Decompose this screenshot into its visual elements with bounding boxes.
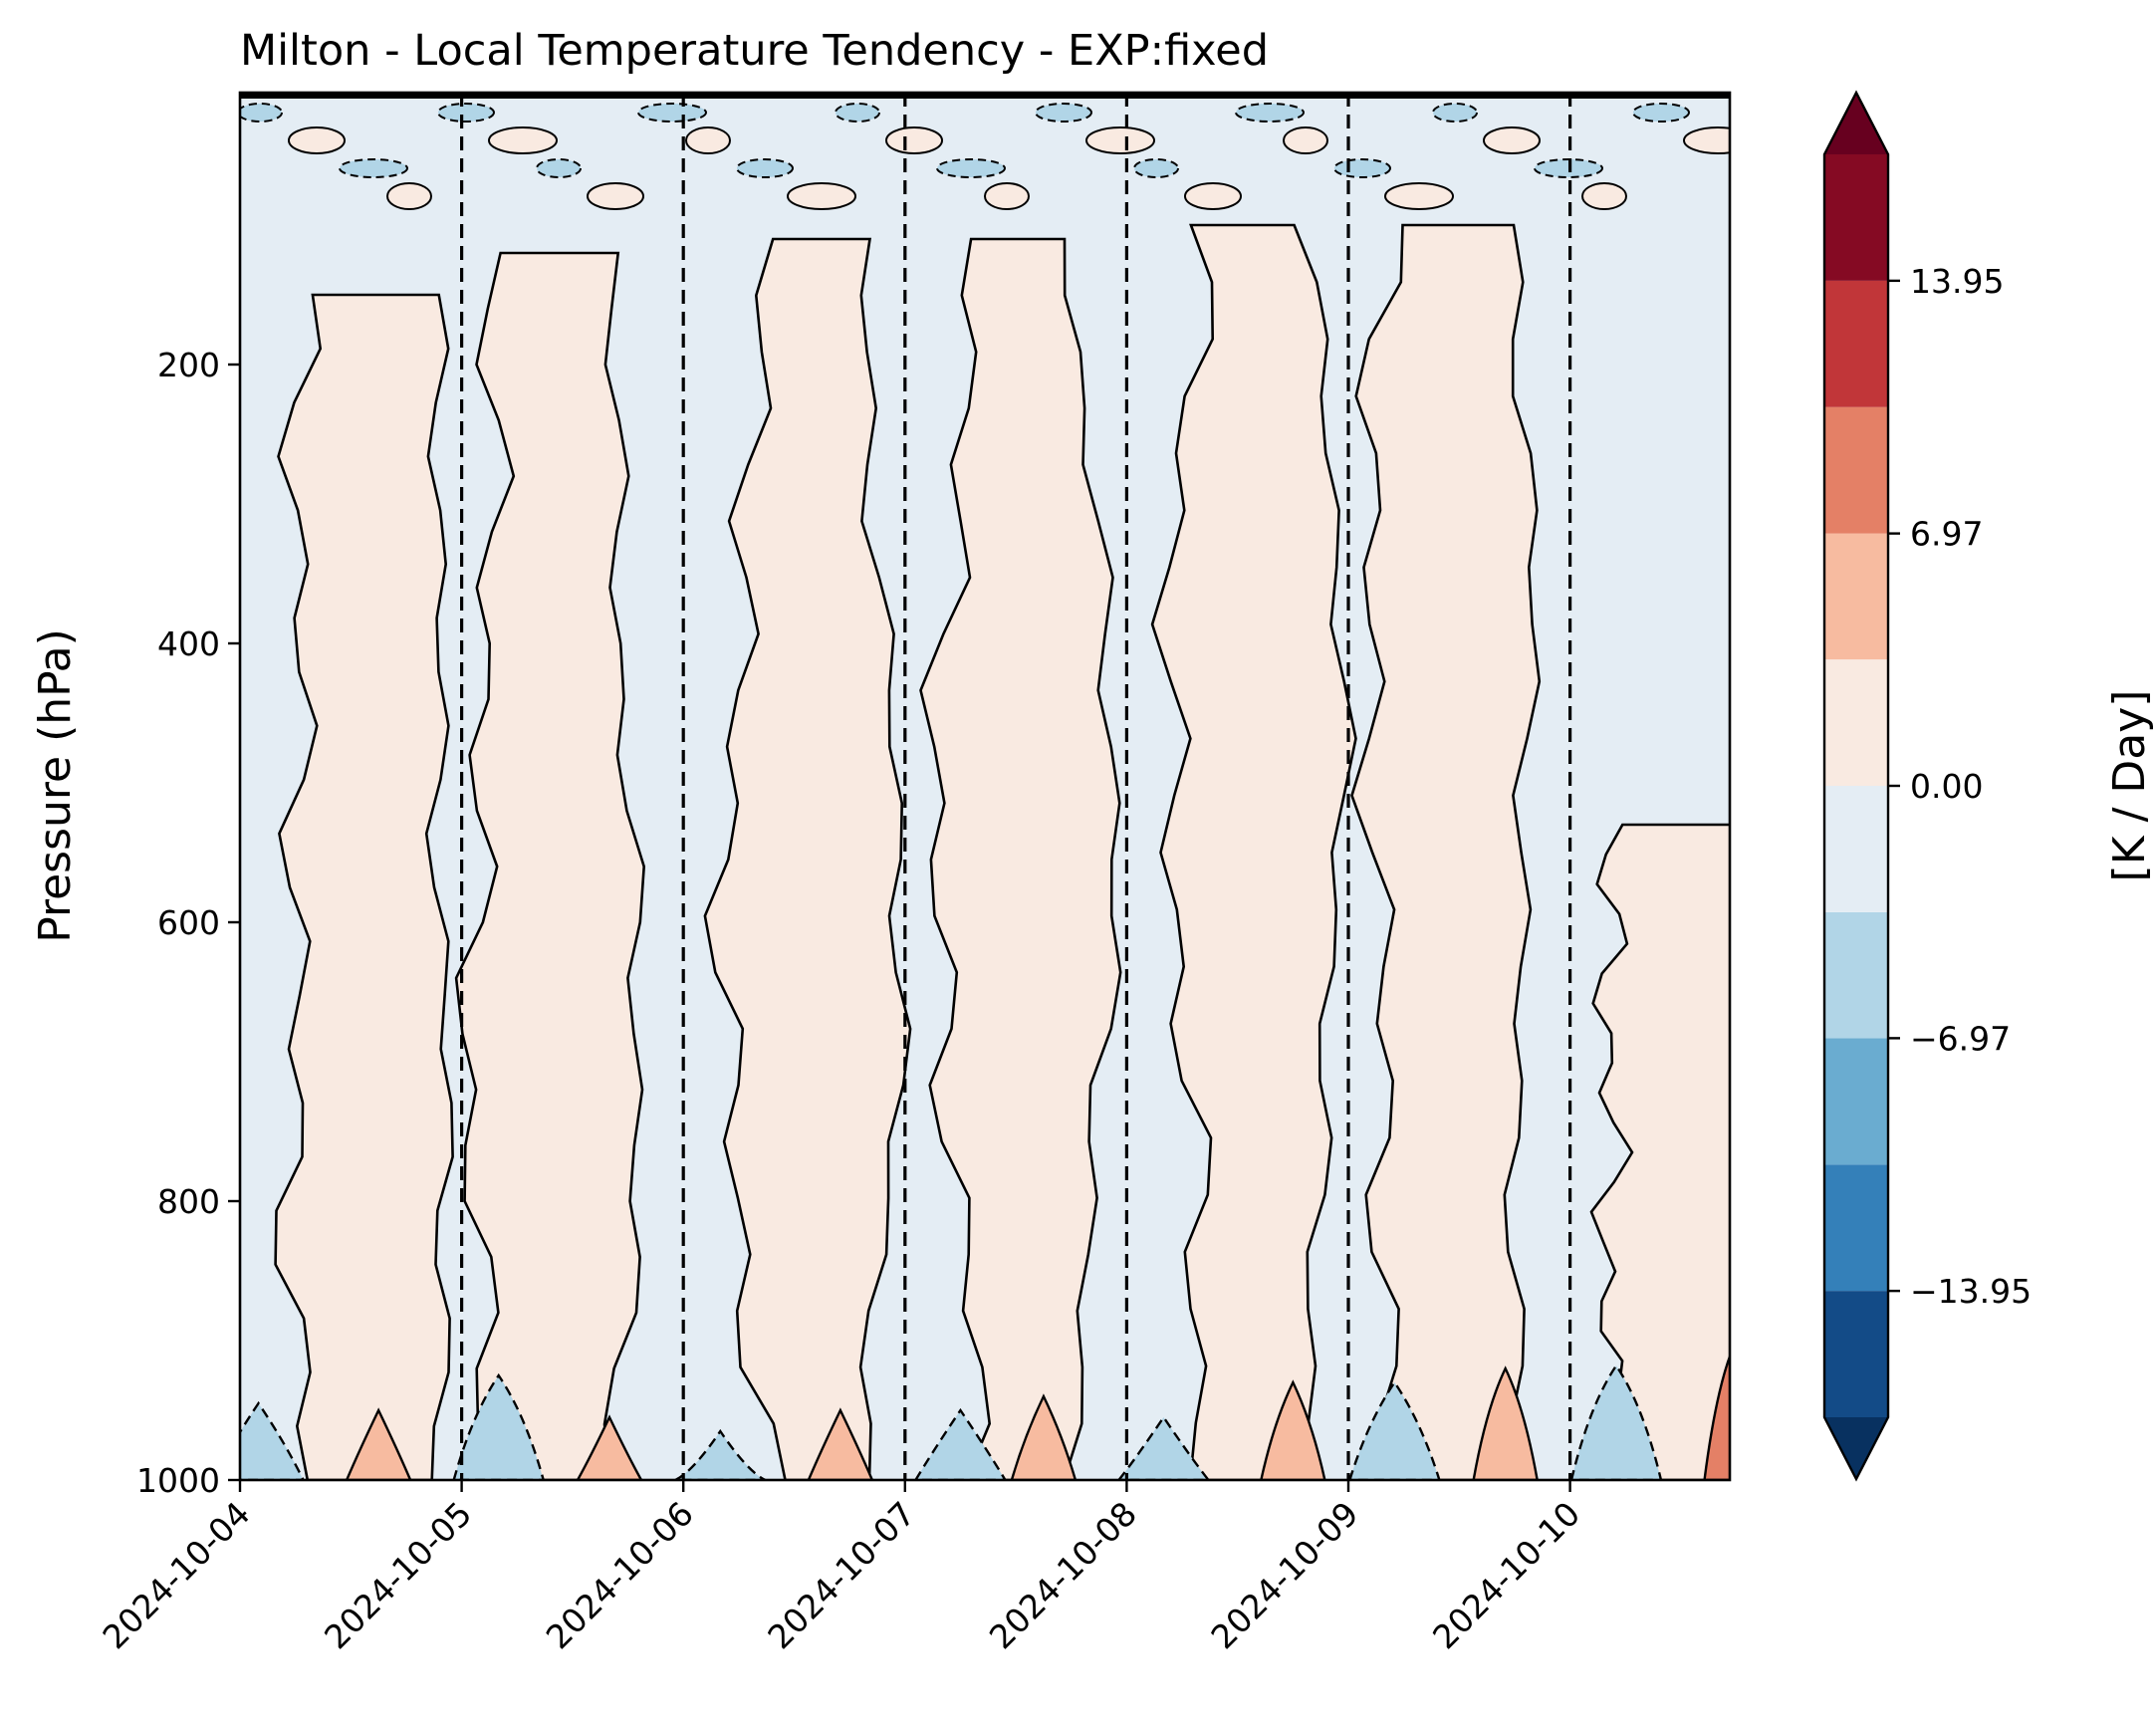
warm-surface-contour	[345, 1407, 412, 1480]
x-axis: 2024-10-04 2024-10-05 2024-10-06 2024-10-07…	[95, 1480, 1587, 1656]
colorbar-tick-label: −13.95	[1910, 1272, 2032, 1311]
x-tick-label: 2024-10-05	[317, 1494, 479, 1656]
upper-contour-blob	[488, 126, 558, 154]
day-boundary-lines	[460, 93, 1572, 1480]
top-contour-cluster	[240, 93, 1730, 99]
upper-contour-blob	[1184, 182, 1242, 210]
colorbar-frame	[1822, 90, 1890, 1482]
x-tick-label: 2024-10-07	[760, 1494, 922, 1656]
upper-contour-blob	[386, 182, 432, 210]
colorbar-segment	[1824, 406, 1888, 534]
colorbar-tick-label: 13.95	[1910, 262, 2004, 301]
contour-fills	[240, 223, 1730, 1480]
colorbar-tick-label: −6.97	[1910, 1019, 2011, 1058]
y-tick-label: 200	[157, 346, 220, 384]
upper-contour-blob	[1133, 158, 1179, 178]
cold-surface-contour	[914, 1407, 1007, 1480]
colorbar-tick-label: 6.97	[1910, 515, 1983, 554]
y-tick-label: 1000	[136, 1461, 220, 1500]
upper-contour-blob	[339, 158, 408, 178]
warm-contour-region	[454, 251, 646, 1480]
upper-contour-blob	[1085, 126, 1155, 154]
warm-contour-region	[703, 237, 912, 1480]
warm-surface-contour	[807, 1407, 874, 1480]
colorbar-segment	[1824, 911, 1888, 1039]
upper-contour-blob	[1581, 182, 1627, 210]
cold-surface-contour	[240, 1400, 305, 1480]
y-axis-label: Pressure (hPa)	[30, 628, 81, 943]
warm-surface-contour	[1260, 1379, 1326, 1480]
upper-contour-blob	[1683, 126, 1730, 154]
colorbar-min-extension	[1824, 1417, 1888, 1479]
warm-contour-region	[919, 237, 1122, 1480]
x-tick-label: 2024-10-06	[539, 1494, 701, 1656]
upper-contour-blob	[437, 103, 495, 123]
upper-contour-blob	[536, 158, 582, 178]
cold-surface-contour	[1116, 1414, 1211, 1480]
colorbar-tick-label: 0.00	[1910, 767, 1983, 806]
colorbar-segment	[1824, 1291, 1888, 1417]
upper-contour-blob	[1333, 158, 1391, 178]
upper-contour-blob	[288, 126, 346, 154]
upper-contour-blob	[984, 182, 1030, 210]
upper-contour-blob	[637, 103, 707, 123]
warm-contour-region	[1589, 823, 1730, 1480]
colorbar-segment	[1824, 1038, 1888, 1165]
upper-contour-blob	[885, 126, 943, 154]
colorbar: −13.95 −6.97 0.00 6.97 13.95	[1822, 90, 2032, 1482]
upper-contour-blob	[587, 182, 644, 210]
upper-level-noise	[240, 93, 1730, 210]
colorbar-segment	[1824, 659, 1888, 786]
x-tick-label: 2024-10-04	[95, 1494, 257, 1656]
plot-area	[238, 91, 1732, 1482]
warm-surface-contour	[1472, 1365, 1539, 1480]
plot-frame	[238, 91, 1732, 1482]
upper-contour-blob	[736, 158, 794, 178]
cold-surface-contour	[1348, 1379, 1441, 1480]
colorbar-segment	[1824, 786, 1888, 912]
y-axis: 200 400 600 800 1000	[136, 346, 240, 1500]
upper-contour-blob	[936, 158, 1006, 178]
y-tick-label: 800	[157, 1182, 220, 1221]
colorbar-label: [K / Day]	[2104, 690, 2155, 882]
colorbar-segment	[1824, 154, 1888, 281]
colorbar-max-extension	[1824, 93, 1888, 154]
y-tick-label: 600	[157, 903, 220, 942]
x-tick-label: 2024-10-10	[1425, 1494, 1587, 1656]
upper-contour-blob	[1632, 103, 1690, 123]
upper-contour-blob	[1432, 103, 1478, 123]
upper-contour-blob	[787, 182, 856, 210]
warm-contour-region	[274, 293, 454, 1480]
warm-surface-contour	[1703, 1353, 1730, 1480]
cold-surface-contour	[1569, 1363, 1663, 1480]
cold-surface-contour	[452, 1372, 545, 1480]
chart-title: Milton - Local Temperature Tendency - EX…	[240, 26, 1269, 76]
upper-contour-blob	[240, 103, 283, 123]
upper-contour-blob	[1035, 103, 1092, 123]
colorbar-segment	[1824, 280, 1888, 407]
upper-contour-blob	[835, 103, 880, 123]
upper-contour-blob	[1283, 126, 1328, 154]
warm-contour-region	[1350, 223, 1542, 1480]
colorbar-segment	[1824, 533, 1888, 660]
warm-surface-contour	[576, 1414, 643, 1480]
upper-contour-blob	[1483, 126, 1541, 154]
colorbar-segment	[1824, 1164, 1888, 1292]
warm-contour-region	[1150, 223, 1357, 1480]
upper-contour-blob	[1384, 182, 1454, 210]
warm-surface-contour	[1010, 1393, 1078, 1480]
upper-contour-blob	[685, 126, 731, 154]
cold-surface-contour	[674, 1428, 766, 1480]
y-tick-label: 400	[157, 624, 220, 663]
upper-contour-blob	[1235, 103, 1305, 123]
x-tick-label: 2024-10-08	[982, 1494, 1144, 1656]
x-tick-label: 2024-10-09	[1203, 1494, 1365, 1656]
